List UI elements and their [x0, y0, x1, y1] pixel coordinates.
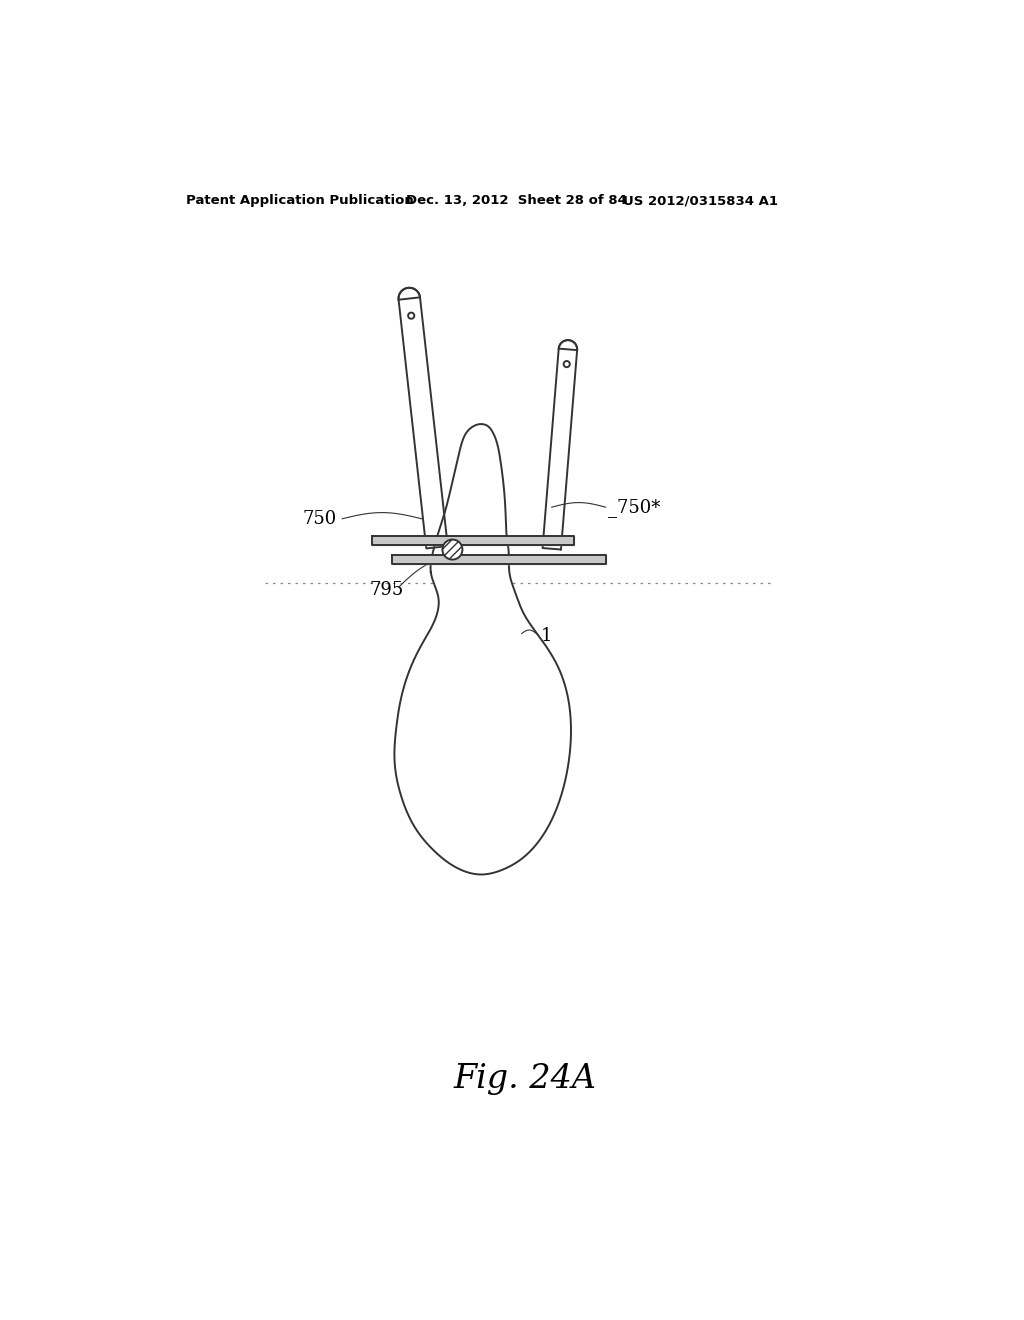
Text: US 2012/0315834 A1: US 2012/0315834 A1 — [624, 194, 778, 207]
Polygon shape — [398, 288, 420, 300]
Text: Patent Application Publication: Patent Application Publication — [186, 194, 414, 207]
Polygon shape — [543, 348, 578, 549]
Circle shape — [442, 540, 463, 560]
Polygon shape — [392, 554, 606, 564]
Polygon shape — [372, 536, 574, 545]
Polygon shape — [398, 297, 447, 548]
Text: 795: 795 — [370, 581, 403, 598]
Text: Dec. 13, 2012  Sheet 28 of 84: Dec. 13, 2012 Sheet 28 of 84 — [407, 194, 627, 207]
Polygon shape — [394, 424, 571, 874]
Text: _750*: _750* — [608, 498, 660, 516]
Polygon shape — [559, 341, 578, 350]
Text: 750: 750 — [303, 510, 337, 528]
Text: 1: 1 — [541, 627, 553, 644]
Text: Fig. 24A: Fig. 24A — [454, 1063, 596, 1094]
